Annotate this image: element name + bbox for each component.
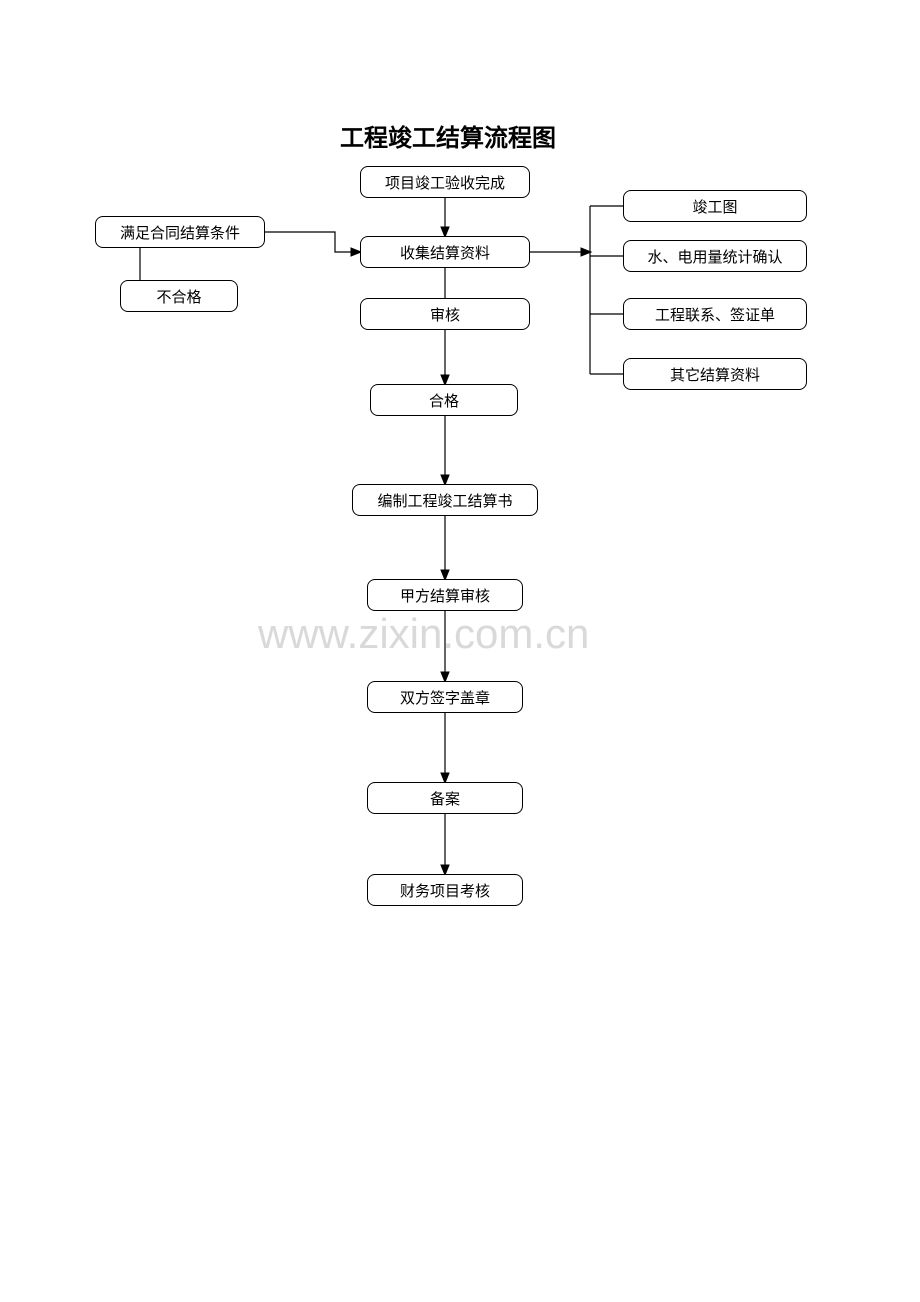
node-label: 满足合同结算条件 (120, 222, 240, 243)
flowchart-node-n6: 合格 (370, 384, 518, 416)
flowchart-node-n4: 不合格 (120, 280, 238, 312)
node-label: 项目竣工验收完成 (385, 172, 505, 193)
watermark-text: www.zixin.com.cn (258, 610, 589, 658)
flowchart-node-n7: 编制工程竣工结算书 (352, 484, 538, 516)
node-label: 合格 (429, 390, 459, 411)
diagram-title: 工程竣工结算流程图 (340, 118, 556, 153)
node-label: 甲方结算审核 (400, 585, 490, 606)
node-label: 编制工程竣工结算书 (377, 490, 512, 511)
flowchart-node-n2: 满足合同结算条件 (95, 216, 265, 248)
node-label: 水、电用量统计确认 (647, 246, 782, 267)
node-label: 收集结算资料 (400, 242, 490, 263)
flowchart-node-n11: 财务项目考核 (367, 874, 523, 906)
flowchart-node-r4: 其它结算资料 (623, 358, 807, 390)
flowchart-node-n9: 双方签字盖章 (367, 681, 523, 713)
node-label: 财务项目考核 (400, 880, 490, 901)
node-label: 其它结算资料 (670, 364, 760, 385)
node-label: 双方签字盖章 (400, 687, 490, 708)
node-label: 备案 (430, 788, 460, 809)
flowchart-diagram: www.zixin.com.cn 工程竣工结算流程图 项目竣工验收完成满足合同结… (0, 0, 920, 1302)
node-label: 不合格 (156, 286, 201, 307)
node-label: 工程联系、签证单 (655, 304, 775, 325)
flowchart-node-n8: 甲方结算审核 (367, 579, 523, 611)
flowchart-node-r1: 竣工图 (623, 190, 807, 222)
flowchart-node-n5: 审核 (360, 298, 530, 330)
flowchart-node-n1: 项目竣工验收完成 (360, 166, 530, 198)
node-label: 竣工图 (692, 196, 737, 217)
flowchart-node-r3: 工程联系、签证单 (623, 298, 807, 330)
node-label: 审核 (430, 304, 460, 325)
flowchart-node-r2: 水、电用量统计确认 (623, 240, 807, 272)
flowchart-node-n10: 备案 (367, 782, 523, 814)
flowchart-node-n3: 收集结算资料 (360, 236, 530, 268)
edge-n2-n3 (265, 232, 360, 252)
